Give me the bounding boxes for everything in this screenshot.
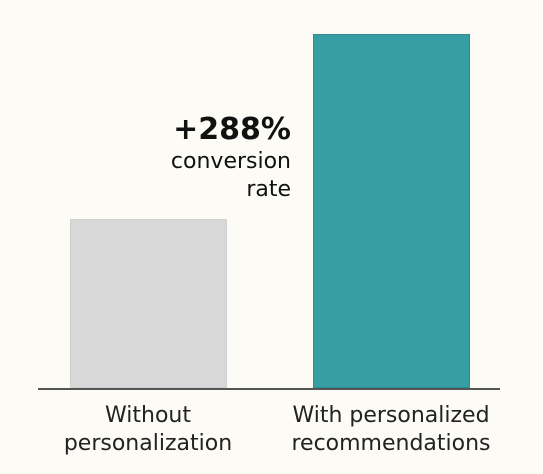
uplift-text: conversion rate xyxy=(170,149,291,202)
category-label-without-personalization: Without personalization xyxy=(63,403,233,456)
category-label-with-personalized-recommendations: With personalized recommendations xyxy=(291,403,491,456)
bar-with-personalized-recommendations xyxy=(312,34,470,388)
uplift-value: +288% xyxy=(173,112,291,147)
bar-without-personalization xyxy=(69,219,227,388)
uplift-annotation: +288% conversion rate xyxy=(171,112,291,204)
x-axis-baseline xyxy=(38,388,500,390)
